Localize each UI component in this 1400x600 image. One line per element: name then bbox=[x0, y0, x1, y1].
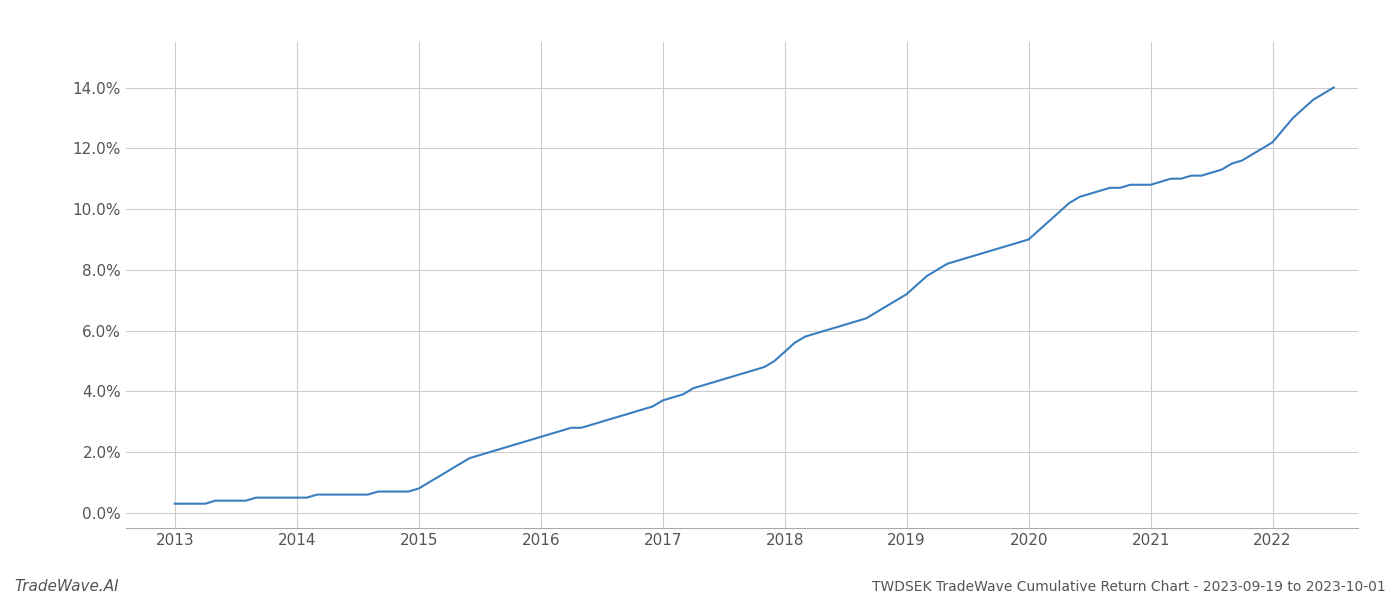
Text: TradeWave.AI: TradeWave.AI bbox=[14, 579, 119, 594]
Text: TWDSEK TradeWave Cumulative Return Chart - 2023-09-19 to 2023-10-01: TWDSEK TradeWave Cumulative Return Chart… bbox=[872, 580, 1386, 594]
